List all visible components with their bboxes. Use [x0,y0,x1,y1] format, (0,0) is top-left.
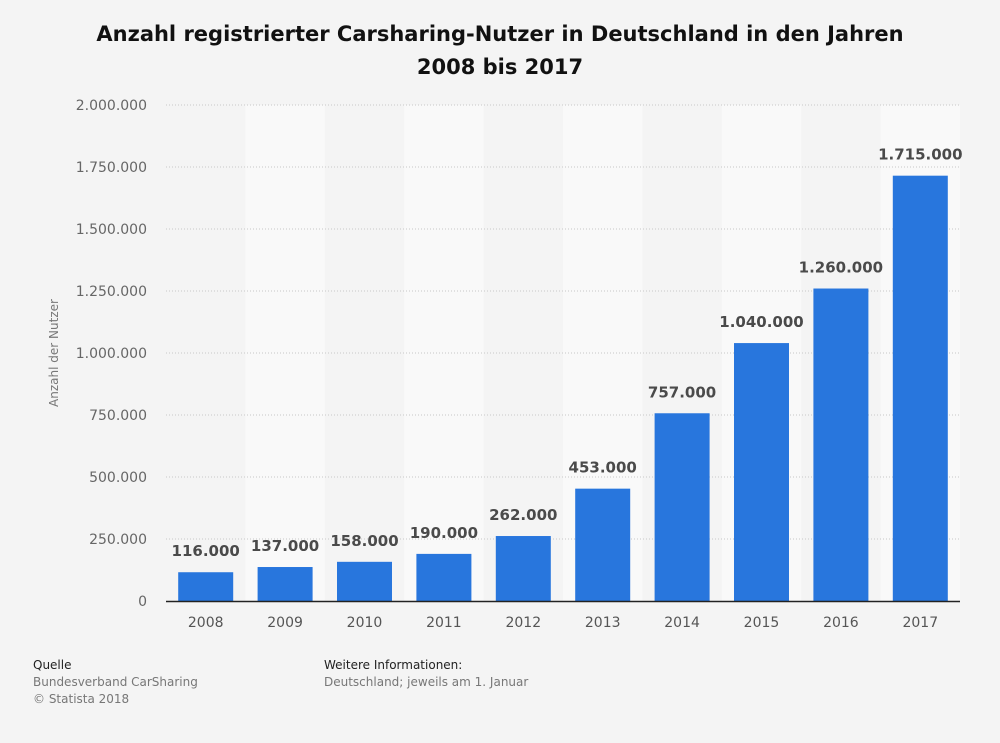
y-tick-label: 250.000 [89,532,147,548]
data-label: 190.000 [410,524,478,542]
data-label: 116.000 [172,542,240,560]
chart-title: Anzahl registrierter Carsharing-Nutzer i… [96,22,904,79]
data-label: 158.000 [330,532,398,550]
bar[interactable] [892,175,948,601]
info-heading: Weitere Informationen: [324,658,463,672]
bar[interactable] [495,536,551,601]
bar[interactable] [257,567,313,601]
y-tick-label: 500.000 [89,470,147,486]
x-tick-label: 2014 [664,615,700,631]
x-axis-ticks: 2008 2009 2010 2011 2012 2013 2014 2015 2016 2017 [188,615,938,631]
bar[interactable] [337,561,392,601]
y-tick-label: 750.000 [89,408,147,424]
bar[interactable] [416,553,472,601]
bar[interactable] [654,413,710,601]
bars [178,175,948,601]
data-label: 1.715.000 [878,146,962,164]
y-axis-label: Anzahl der Nutzer [47,299,61,407]
bar[interactable] [813,288,869,601]
x-tick-label: 2010 [347,615,383,631]
data-labels: 116.000 137.000 158.000 190.000 262.000 453.0… [172,146,963,561]
x-tick-label: 2009 [267,615,303,631]
data-label: 262.000 [489,506,557,524]
x-tick-label: 2008 [188,615,224,631]
data-label: 453.000 [569,459,637,477]
x-tick-label: 2012 [505,615,541,631]
bar[interactable] [734,343,789,601]
source-block: Quelle Bundesverband CarSharing © Statis… [33,657,198,708]
y-tick-label: 1.500.000 [76,222,147,238]
info-block: Weitere Informationen: Deutschland; jewe… [324,657,528,691]
source-heading: Quelle [33,658,72,672]
alt-band [245,105,325,601]
data-label: 1.260.000 [799,259,883,277]
source-link[interactable]: Bundesverband CarSharing [33,675,198,689]
x-tick-label: 2015 [744,615,780,631]
y-tick-label: 1.250.000 [76,284,147,300]
x-tick-label: 2011 [426,615,462,631]
copyright-text: © Statista 2018 [33,692,130,706]
alt-band [404,105,484,601]
bar[interactable] [575,488,631,601]
y-tick-label: 2.000.000 [76,98,147,114]
y-tick-label: 1.000.000 [76,346,147,362]
data-label: 137.000 [251,537,319,555]
x-tick-label: 2017 [902,615,938,631]
x-tick-label: 2016 [823,615,859,631]
y-axis-ticks: 0 250.000 500.000 750.000 1.000.000 1.250.000… [76,98,147,610]
y-tick-label: 1.750.000 [76,160,147,176]
x-tick-label: 2013 [585,615,621,631]
y-tick-label: 0 [138,594,147,610]
data-label: 757.000 [648,383,716,401]
info-text: Deutschland; jeweils am 1. Januar [324,675,529,689]
grid-lines [166,104,960,540]
bar[interactable] [178,572,234,601]
data-label: 1.040.000 [719,313,803,331]
